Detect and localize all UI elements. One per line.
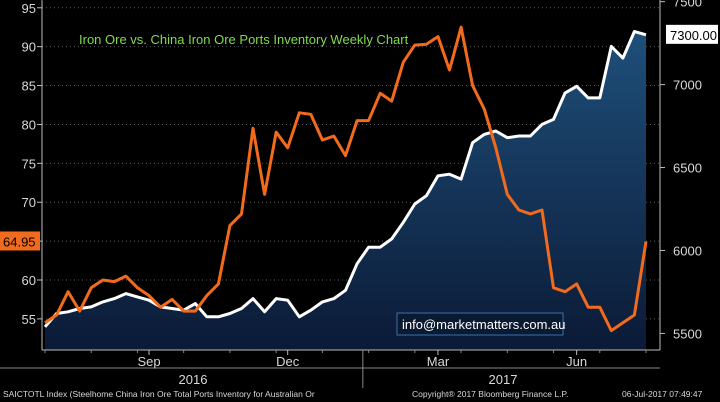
iron-ore-last-value: 64.95 <box>3 235 36 250</box>
right-tick-label: 6500 <box>673 161 702 176</box>
x-tick-label: Dec <box>276 354 300 369</box>
right-tick-label: 5500 <box>673 326 702 341</box>
left-axis-ticks: 556065707580859095 <box>22 1 42 327</box>
left-tick-label: 90 <box>22 40 36 55</box>
footer-left: SAICTOTL Index (Steelhome China Iron Ore… <box>3 389 315 399</box>
left-tick-label: 95 <box>22 1 36 16</box>
x-tick-label: Jun <box>566 354 587 369</box>
x-tick-label: Mar <box>427 354 450 369</box>
right-axis-ticks: 5500 6000 6500 7000 7500 <box>660 0 702 341</box>
inventory-area <box>45 31 646 350</box>
watermark-text: info@marketmatters.com.au <box>402 317 565 332</box>
iron-ore-series-line <box>44 25 648 333</box>
year-label: 2016 <box>179 372 208 387</box>
left-tick-label: 85 <box>22 79 36 94</box>
x-axis-ticks: Sep Dec Mar Jun 2016 2017 <box>44 350 647 388</box>
watermark: info@marketmatters.com.au <box>396 312 565 336</box>
inventory-series-line <box>43 30 647 328</box>
right-tick-label: 6000 <box>673 243 702 258</box>
left-tick-label: 75 <box>22 156 36 171</box>
left-tick-label: 70 <box>22 195 36 210</box>
x-tick-label: Sep <box>137 354 160 369</box>
year-label: 2017 <box>489 372 518 387</box>
inventory-last-value-label: 7300.00 <box>666 24 718 44</box>
inventory-last-value: 7300.00 <box>670 28 717 43</box>
iron-ore-last-value-label: 64.95 <box>0 231 40 251</box>
right-tick-label: 7000 <box>673 78 702 93</box>
footer-right: 06-Jul-2017 07:49:47 <box>622 389 703 399</box>
right-tick-label: 7500 <box>673 0 702 10</box>
footer-middle: Copyright® 2017 Bloomberg Finance L.P. <box>412 389 568 399</box>
chart-title: Iron Ore vs. China Iron Ore Ports Invent… <box>79 32 409 47</box>
left-tick-label: 60 <box>22 273 36 288</box>
left-tick-label: 80 <box>22 117 36 132</box>
left-tick-label: 55 <box>22 312 36 327</box>
